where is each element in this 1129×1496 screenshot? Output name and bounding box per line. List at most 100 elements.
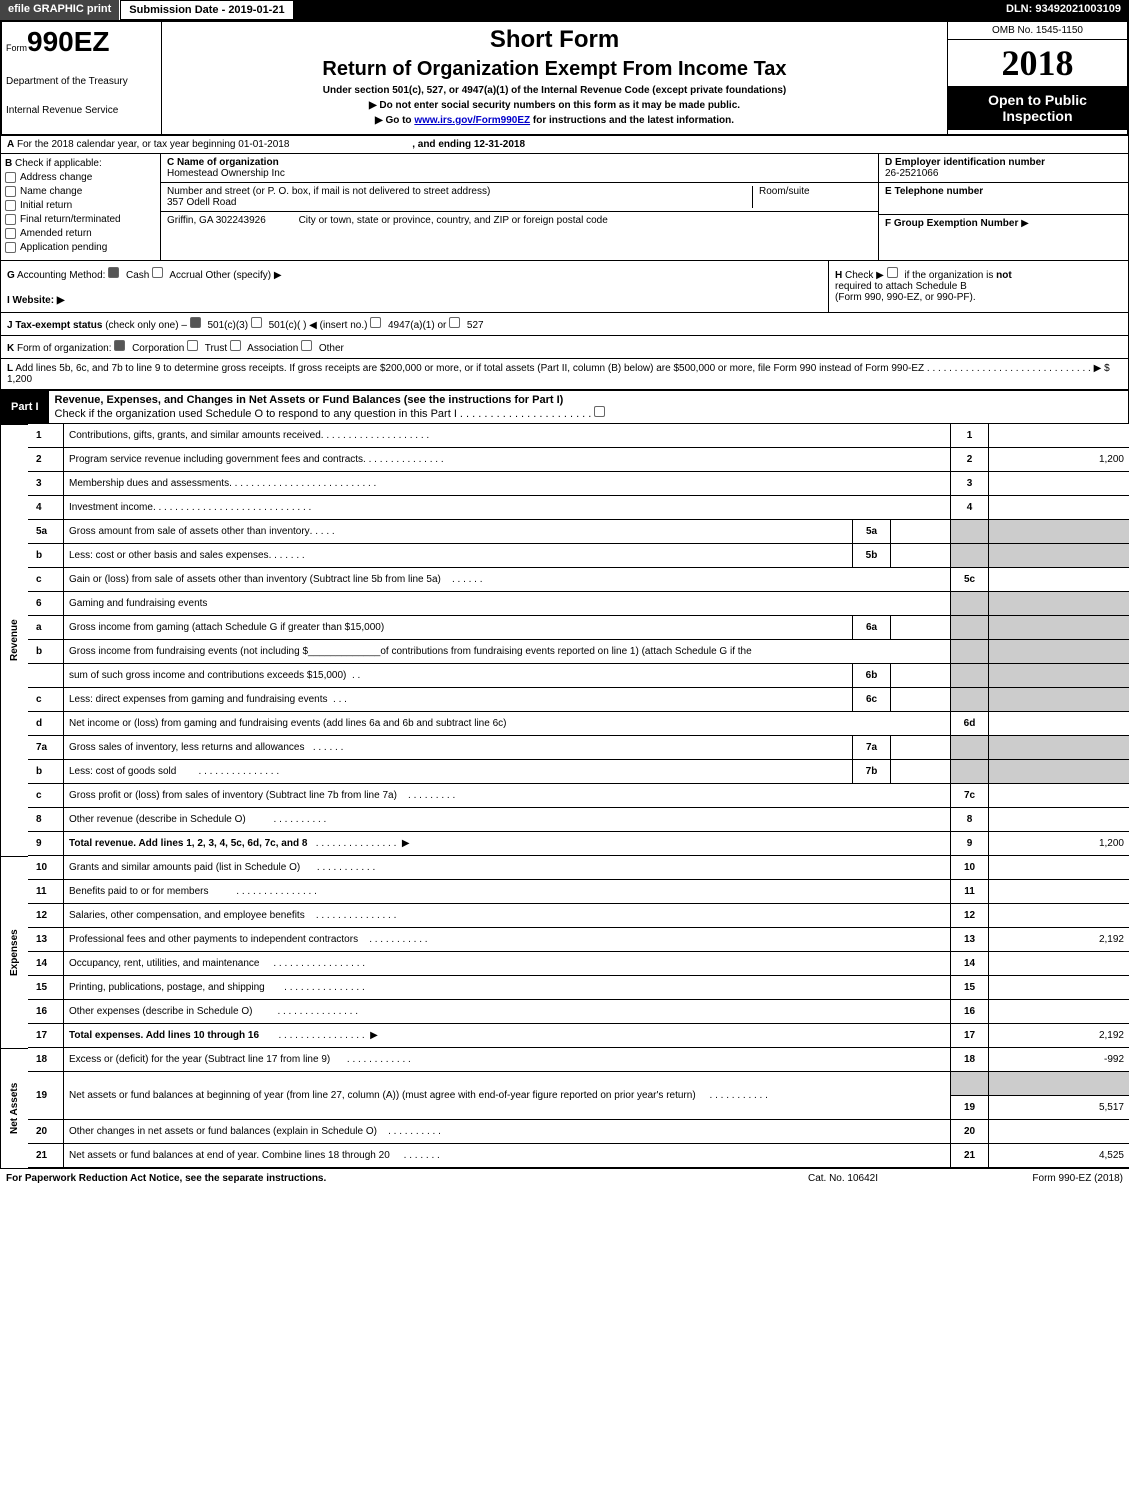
g-other: Other (specify) ▶ — [205, 270, 281, 281]
sub-rnum: 6b — [853, 664, 891, 688]
checkbox-icon — [108, 267, 119, 278]
shade-cell — [951, 616, 989, 640]
a-ending: , and ending 12-31-2018 — [412, 139, 525, 150]
section-b-container: B Check if applicable: Address change Na… — [0, 154, 1129, 261]
line-desc: Total expenses. Add lines 10 through 16 … — [64, 1024, 951, 1048]
line-num: b — [28, 544, 64, 568]
j-opt2: 501(c)( ) ◀ (insert no.) — [269, 320, 368, 331]
line-desc: Gain or (loss) from sale of assets other… — [64, 568, 951, 592]
checkbox-icon — [5, 228, 16, 239]
line-desc: Gaming and fundraising events — [64, 592, 951, 616]
i-label: I Website: ▶ — [7, 295, 65, 306]
j-hint: (check only one) – — [105, 320, 187, 331]
line-desc: Less: cost of goods sold . . . . . . . .… — [64, 760, 853, 784]
tax-year: 2018 — [948, 40, 1127, 86]
checkbox-icon — [114, 340, 125, 351]
shade-cell — [989, 688, 1129, 712]
chk-application-pending[interactable]: Application pending — [5, 242, 156, 253]
chk-address-change[interactable]: Address change — [5, 172, 156, 183]
line-num: 19 — [28, 1072, 64, 1120]
line-num: b — [28, 760, 64, 784]
a-label: A — [7, 139, 14, 150]
section-l: L Add lines 5b, 6c, and 7b to line 9 to … — [0, 359, 1129, 390]
street-value: 357 Odell Road — [167, 197, 752, 208]
group-exemption-box: F Group Exemption Number ▶ — [879, 215, 1128, 232]
line-rnum: 7c — [951, 784, 989, 808]
line-amt — [989, 904, 1129, 928]
submission-date: Submission Date - 2019-01-21 — [120, 0, 293, 20]
sub-rnum: 6a — [853, 616, 891, 640]
chk-name-change[interactable]: Name change — [5, 186, 156, 197]
checkbox-icon — [594, 406, 605, 417]
line-amt — [989, 424, 1129, 448]
dln-number: DLN: 93492021003109 — [998, 0, 1129, 20]
k-opt1: Corporation — [132, 343, 184, 354]
line-num: 3 — [28, 472, 64, 496]
line-amt — [989, 856, 1129, 880]
goto-post: for instructions and the latest informat… — [530, 115, 734, 126]
line-num: 7a — [28, 736, 64, 760]
sub-amt — [891, 616, 951, 640]
line-desc: Total revenue. Add lines 1, 2, 3, 4, 5c,… — [64, 832, 951, 856]
j-opt3: 4947(a)(1) or — [388, 320, 446, 331]
chk-final-return[interactable]: Final return/terminated — [5, 214, 156, 225]
line-rnum: 4 — [951, 496, 989, 520]
line-num: 13 — [28, 928, 64, 952]
line-rnum: 5c — [951, 568, 989, 592]
line-amt — [989, 712, 1129, 736]
shade-cell — [951, 640, 989, 664]
line-num: 21 — [28, 1144, 64, 1168]
efile-print-button[interactable]: efile GRAPHIC print — [0, 0, 120, 20]
g-text: Accounting Method: — [17, 270, 105, 281]
line-num — [28, 664, 64, 688]
ein-box: D Employer identification number 26-2521… — [879, 154, 1128, 183]
line-amt: 1,200 — [989, 448, 1129, 472]
goto-subtitle: ▶ Go to www.irs.gov/Form990EZ for instru… — [166, 115, 943, 126]
line-num: 18 — [28, 1048, 64, 1072]
h-text4: (Form 990, 990-EZ, or 990-PF). — [835, 292, 1122, 303]
line-desc: Gross income from gaming (attach Schedul… — [64, 616, 853, 640]
line-desc: sum of such gross income and contributio… — [64, 664, 853, 688]
org-name-box: C Name of organization Homestead Ownersh… — [161, 154, 878, 183]
line-num: 6 — [28, 592, 64, 616]
open-public-badge: Open to Public Inspection — [948, 86, 1127, 130]
chk-initial-return[interactable]: Initial return — [5, 200, 156, 211]
shade-cell — [989, 736, 1129, 760]
form-header: Form990EZ Department of the Treasury Int… — [0, 20, 1129, 136]
c-name-label: C Name of organization — [167, 157, 872, 168]
sub-amt — [891, 664, 951, 688]
line-amt — [989, 472, 1129, 496]
line-rnum: 1 — [951, 424, 989, 448]
irs-link[interactable]: www.irs.gov/Form990EZ — [414, 115, 530, 126]
shade-cell — [951, 592, 989, 616]
part1-header: Part I Revenue, Expenses, and Changes in… — [0, 390, 1129, 424]
chk-amended-return[interactable]: Amended return — [5, 228, 156, 239]
arrow-icon: ▶ — [1021, 218, 1029, 229]
d-label: D Employer identification number — [885, 157, 1122, 168]
open-line1: Open to Public — [954, 92, 1121, 108]
f-label: F Group Exemption Number — [885, 218, 1018, 229]
sub-amt — [891, 544, 951, 568]
k-opt2: Trust — [205, 343, 227, 354]
line-amt — [989, 880, 1129, 904]
street-label: Number and street (or P. O. box, if mail… — [167, 186, 752, 197]
line-desc: Less: direct expenses from gaming and fu… — [64, 688, 853, 712]
return-title: Return of Organization Exempt From Incom… — [166, 58, 943, 81]
line-desc: Gross sales of inventory, less returns a… — [64, 736, 853, 760]
line-desc: Net assets or fund balances at end of ye… — [64, 1144, 951, 1168]
line-num: 12 — [28, 904, 64, 928]
sub-rnum: 5b — [853, 544, 891, 568]
ein-value: 26-2521066 — [885, 168, 1122, 179]
shade-cell — [989, 760, 1129, 784]
city-value: Griffin, GA 302243926 — [167, 215, 266, 226]
shade-cell — [989, 520, 1129, 544]
line-rnum: 10 — [951, 856, 989, 880]
checkbox-icon — [5, 186, 16, 197]
header-right: OMB No. 1545-1150 2018 Open to Public In… — [947, 22, 1127, 134]
k-label: K — [7, 343, 14, 354]
g-cash: Cash — [126, 270, 149, 281]
line-amt — [989, 1120, 1129, 1144]
line-num: c — [28, 568, 64, 592]
sub-rnum: 5a — [853, 520, 891, 544]
chk-label: Amended return — [20, 228, 92, 239]
